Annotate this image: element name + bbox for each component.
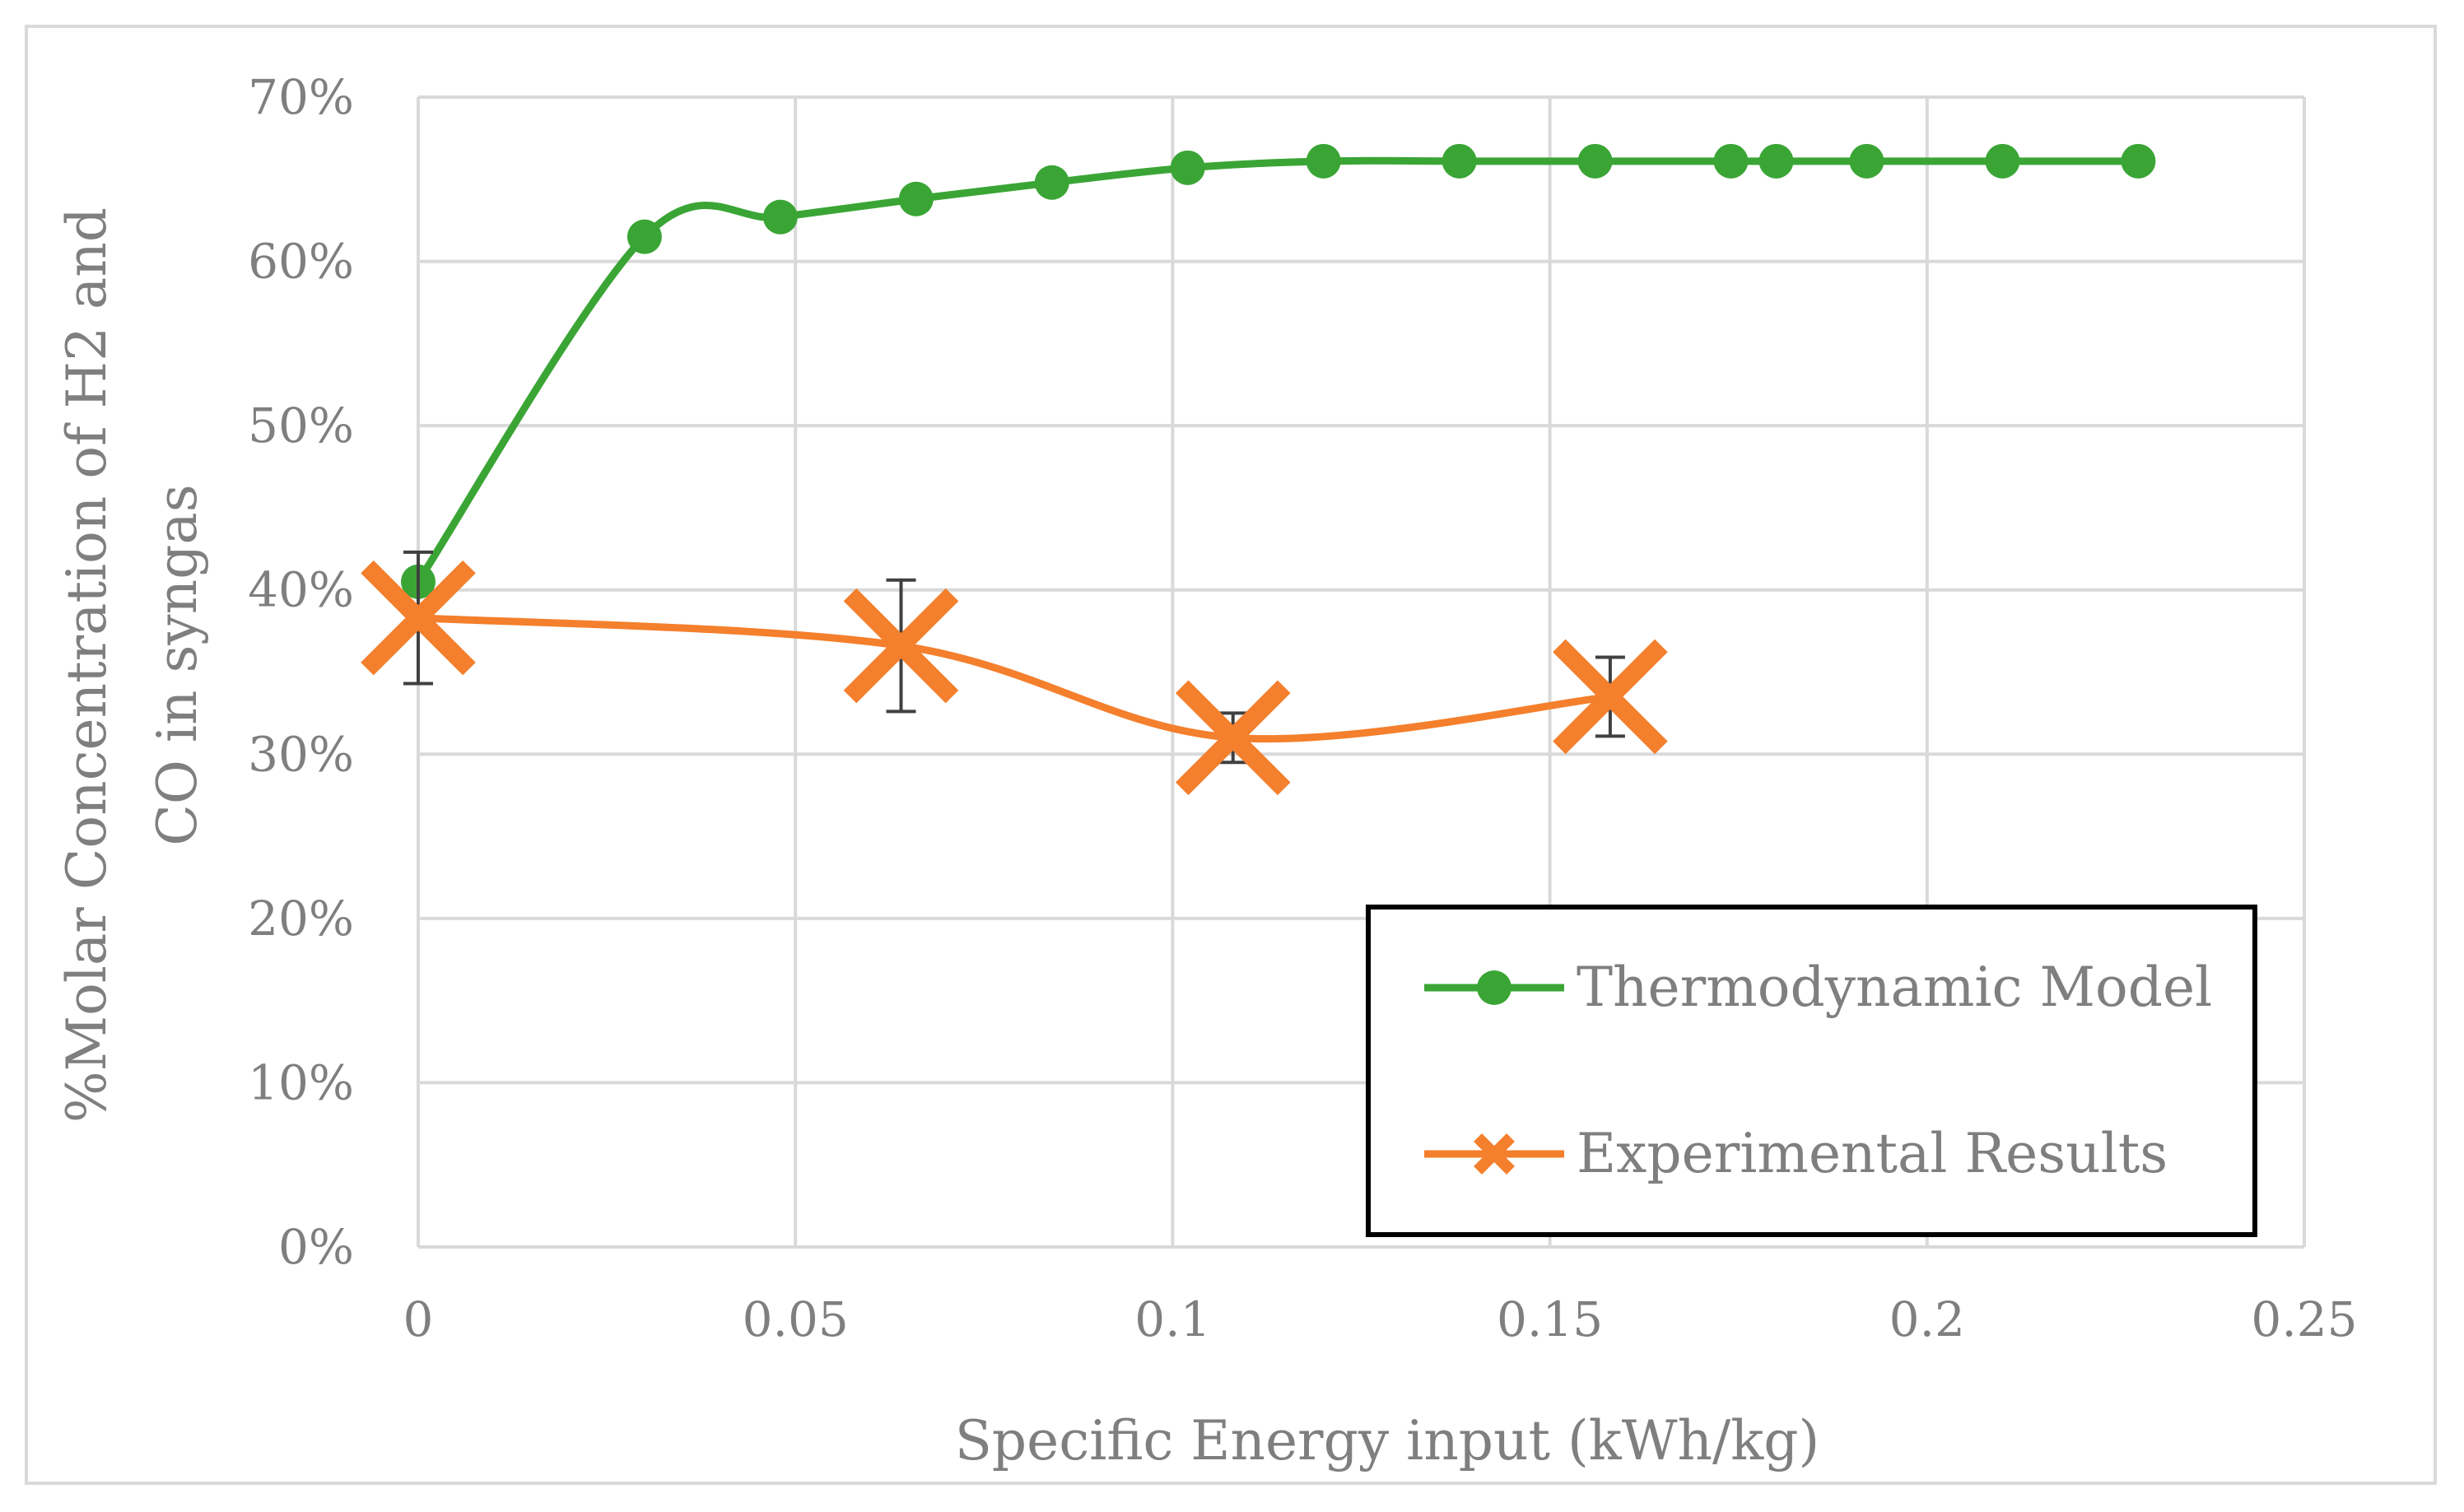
legend-marker-thermodynamic — [1477, 970, 1511, 1005]
legend-label-experimental: Experimental Results — [1577, 1122, 2168, 1185]
data-point-thermodynamic — [1713, 143, 1749, 179]
y-tick-label: 70% — [248, 69, 354, 125]
x-tick-label: 0.1 — [1134, 1291, 1210, 1347]
y-tick-label: 50% — [248, 398, 354, 454]
legend-box — [1366, 905, 2257, 1237]
y-tick-label: 10% — [248, 1054, 354, 1110]
y-tick-label: 0% — [278, 1219, 354, 1275]
data-point-thermodynamic — [762, 199, 798, 235]
y-axis-title-line1: %Molar Concentration of H2 and — [55, 207, 119, 1123]
x-tick-label: 0.05 — [743, 1291, 849, 1347]
legend: Thermodynamic Model Experimental Results — [1366, 905, 2257, 1237]
data-point-thermodynamic — [1442, 143, 1477, 179]
data-point-experimental — [361, 560, 476, 676]
x-tick-label: 0.2 — [1889, 1291, 1965, 1347]
x-tick-label: 0.15 — [1497, 1291, 1603, 1347]
data-point-thermodynamic — [1985, 143, 2020, 179]
x-tick-label: 0 — [403, 1291, 434, 1347]
x-tick-label: 0.25 — [2251, 1291, 2357, 1347]
data-point-thermodynamic — [1758, 143, 1794, 179]
y-tick-label: 20% — [248, 891, 354, 947]
x-axis-title: Specific Energy input (kWh/kg) — [955, 1409, 1820, 1472]
data-point-thermodynamic — [1170, 150, 1205, 185]
y-tick-label: 60% — [248, 234, 354, 290]
legend-marker-experimental — [1474, 1133, 1515, 1175]
data-point-experimental — [843, 588, 959, 704]
data-point-thermodynamic — [1849, 143, 1884, 179]
y-tick-label: 30% — [248, 726, 354, 782]
axes: 0% 10% 20% 30% 40% 50% 60% 70% 0 0.05 0.1 0.15 0.2 0.… — [248, 69, 2357, 1347]
x-marker-stroke — [361, 560, 476, 676]
data-point-experimental — [1175, 680, 1291, 796]
series-layer — [361, 143, 2156, 796]
data-point-thermodynamic — [1577, 143, 1613, 179]
data-point-thermodynamic — [1034, 165, 1069, 200]
data-point-experimental — [1553, 639, 1668, 755]
series-line-experimental — [417, 614, 1611, 743]
x-marker-stroke — [1175, 680, 1291, 796]
x-marker-stroke — [843, 588, 959, 704]
x-marker-stroke — [1553, 639, 1668, 755]
y-axis-title-line2: CO in syngas — [146, 484, 209, 845]
y-tick-label: 40% — [248, 562, 354, 618]
data-point-thermodynamic — [2121, 143, 2156, 179]
grid — [417, 95, 2306, 1249]
data-point-thermodynamic — [898, 181, 934, 216]
data-point-thermodynamic — [626, 219, 662, 254]
legend-label-thermodynamic: Thermodynamic Model — [1577, 956, 2212, 1019]
data-point-thermodynamic — [1306, 143, 1341, 179]
series-line-thermodynamic — [415, 156, 2139, 584]
